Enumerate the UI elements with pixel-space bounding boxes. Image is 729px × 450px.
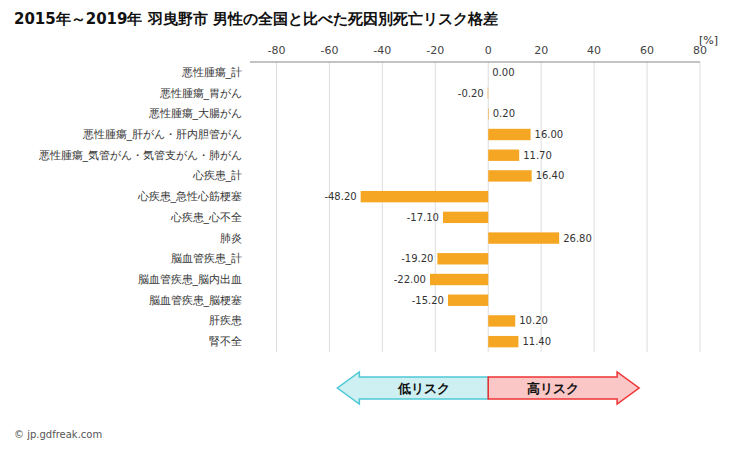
tick-label: -40 bbox=[373, 44, 391, 57]
bar bbox=[488, 150, 519, 161]
bar bbox=[443, 212, 488, 223]
watermark: © jp.gdfreak.com bbox=[14, 429, 102, 440]
x-axis-line bbox=[250, 62, 700, 63]
data-label: -22.00 bbox=[394, 274, 426, 285]
data-label: 11.40 bbox=[522, 336, 551, 347]
category-label: 肝疾患 bbox=[209, 314, 242, 327]
grid-line bbox=[382, 62, 383, 352]
data-label: -0.20 bbox=[458, 88, 484, 99]
grid-line bbox=[276, 62, 277, 352]
data-label: -19.20 bbox=[401, 253, 433, 264]
bar bbox=[488, 108, 490, 119]
data-label: 16.40 bbox=[536, 170, 565, 181]
category-label: 心疾患_心不全 bbox=[170, 211, 243, 224]
tick-label: 60 bbox=[640, 44, 654, 57]
tick-label: -60 bbox=[320, 44, 338, 57]
grid-line bbox=[647, 62, 648, 352]
category-label: 悪性腫瘍_胃がん bbox=[159, 87, 243, 100]
bar bbox=[448, 295, 488, 306]
bar bbox=[488, 336, 518, 347]
bar bbox=[361, 191, 489, 202]
data-label: -17.10 bbox=[407, 212, 439, 223]
arrow bbox=[337, 372, 488, 404]
arrow bbox=[488, 372, 639, 404]
category-label: 肺炎 bbox=[220, 232, 242, 245]
category-label: 脳血管疾患_脳内出血 bbox=[138, 273, 243, 286]
tick-label: 0 bbox=[485, 44, 492, 57]
title: 2015年～2019年 羽曳野市 男性の全国と比べた死因別死亡リスク格差 bbox=[14, 10, 498, 28]
bar bbox=[488, 67, 489, 78]
category-label: 脳血管疾患_脳梗塞 bbox=[149, 294, 243, 307]
grid-line bbox=[700, 62, 701, 352]
arrow-label: 低リスク bbox=[397, 381, 450, 396]
tick-label: -20 bbox=[426, 44, 444, 57]
category-label: 心疾患_計 bbox=[192, 169, 243, 182]
grid-line bbox=[488, 62, 489, 352]
bars bbox=[361, 87, 560, 347]
category-label: 悪性腫瘍_気管がん・気管支がん・肺がん bbox=[38, 149, 243, 162]
tick-label: 20 bbox=[534, 44, 548, 57]
category-label: 腎不全 bbox=[209, 335, 242, 348]
category-label: 脳血管疾患_計 bbox=[171, 252, 243, 265]
data-label: 10.20 bbox=[519, 315, 548, 326]
grid-line bbox=[541, 62, 542, 352]
data-label: 26.80 bbox=[563, 233, 592, 244]
data-label: 0.20 bbox=[493, 108, 515, 119]
data-label: 16.00 bbox=[535, 129, 564, 140]
bar bbox=[437, 253, 488, 264]
arrow-label: 高リスク bbox=[527, 381, 579, 396]
grid bbox=[276, 62, 700, 352]
data-label: -15.20 bbox=[412, 295, 444, 306]
bar bbox=[487, 87, 489, 98]
grid-line bbox=[435, 62, 436, 352]
background bbox=[0, 0, 729, 450]
tick-label: 40 bbox=[587, 44, 601, 57]
bar bbox=[488, 129, 530, 140]
bar bbox=[488, 170, 531, 181]
category-label: 心疾患_急性心筋梗塞 bbox=[137, 190, 243, 203]
bar bbox=[488, 315, 515, 326]
category-label: 悪性腫瘍_大腸がん bbox=[148, 107, 243, 120]
bar bbox=[430, 274, 488, 285]
tick-label: -80 bbox=[267, 44, 285, 57]
category-label: 悪性腫瘍_計 bbox=[181, 66, 243, 79]
category-label: 悪性腫瘍_肝がん・肝内胆管がん bbox=[82, 128, 243, 141]
bar bbox=[488, 232, 559, 243]
data-label: -48.20 bbox=[324, 191, 356, 202]
data-label: 11.70 bbox=[523, 150, 552, 161]
grid-line bbox=[329, 62, 330, 352]
grid-line bbox=[594, 62, 595, 352]
data-label: 0.00 bbox=[492, 67, 514, 78]
tick-label: 80 bbox=[693, 44, 707, 57]
